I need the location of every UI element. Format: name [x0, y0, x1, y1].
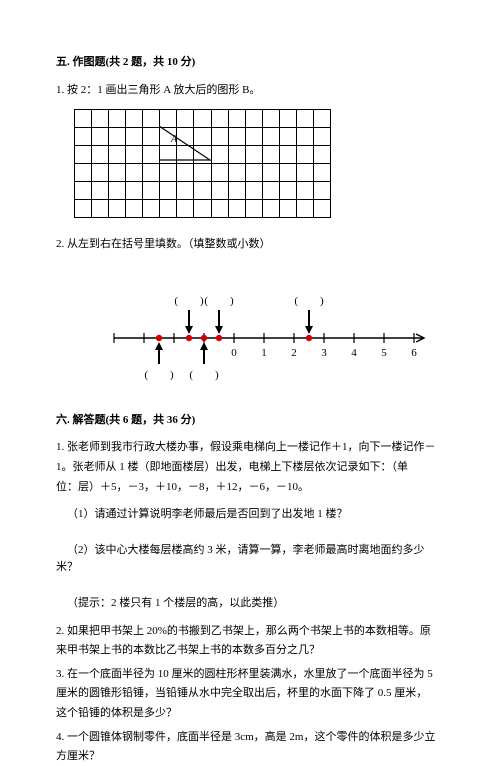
- svg-text:1: 1: [261, 347, 267, 359]
- q6-1-sub1: （1）请通过计算说明李老师最后是否回到了出发地 1 楼？: [56, 506, 444, 524]
- q6-4-line1: 4. 一个圆锥体钢制零件，底面半径是 3cm，高是 2m，这个零件的体积是多少立: [56, 729, 444, 747]
- svg-text:3: 3: [321, 347, 327, 359]
- svg-text:5: 5: [381, 347, 387, 359]
- grid-figure: A: [74, 109, 444, 218]
- svg-text:( ): ( ): [204, 295, 234, 307]
- q6-1-hint: （提示：2 楼只有 1 个楼层的高，以此类推）: [56, 595, 444, 613]
- svg-text:4: 4: [351, 347, 357, 359]
- number-line-figure: 0123456( )( )( )( )( ): [56, 278, 444, 388]
- q5-1-text: 1. 按 2：1 画出三角形 A 放大后的图形 B。: [56, 82, 444, 100]
- q6-1-line1: 1. 张老师到我市行政大楼办事，假设乘电梯向上一楼记作＋1，向下一楼记作－: [56, 439, 444, 457]
- section-5-title: 五. 作图题(共 2 题，共 10 分): [56, 54, 444, 72]
- q6-2-line1: 2. 如果把甲书架上 20%的书搬到乙书架上，那么两个书架上书的本数相等。原: [56, 623, 444, 641]
- triangle-label: A: [171, 132, 177, 148]
- q6-2-line2: 来甲书架上书的本数比乙书架上书的本数多百分之几？: [56, 642, 444, 660]
- svg-text:6: 6: [411, 347, 417, 359]
- q5-2-text: 2. 从左到右在括号里填数。（填整数或小数）: [56, 236, 444, 254]
- q6-3-line3: 这个铅锤的体积是多少？: [56, 705, 444, 723]
- q6-3-line1: 3. 在一个底面半径为 10 厘米的圆柱形杯里装满水，水里放了一个底面半径为 5: [56, 666, 444, 684]
- q6-1-line2: 1。张老师从 1 楼（即地面楼层）出发，电梯上下楼层依次记录如下：（单: [56, 459, 444, 477]
- svg-text:( ): ( ): [294, 295, 324, 307]
- q6-3-line2: 厘米的圆锥形铅锤，当铅锤从水中完全取出后，杯里的水面下降了 0.5 厘米，: [56, 685, 444, 703]
- svg-text:( ): ( ): [144, 369, 174, 381]
- svg-text:( ): ( ): [189, 369, 219, 381]
- svg-text:( ): ( ): [174, 295, 204, 307]
- q6-1-line3: 位：层）＋5，－3，＋10，－8，＋12，－6，－10。: [56, 479, 444, 497]
- q6-1-sub2: （2）该中心大楼每层楼高约 3 米，请算一算，李老师最高时离地面约多少米？: [56, 542, 444, 577]
- section-6-title: 六. 解答题(共 6 题，共 36 分): [56, 412, 444, 430]
- q6-4-line2: 方厘米？: [56, 748, 444, 766]
- svg-text:2: 2: [291, 347, 297, 359]
- grid-table: [74, 109, 331, 218]
- svg-text:0: 0: [231, 347, 237, 359]
- number-line-svg: 0123456( )( )( )( )( ): [56, 278, 444, 388]
